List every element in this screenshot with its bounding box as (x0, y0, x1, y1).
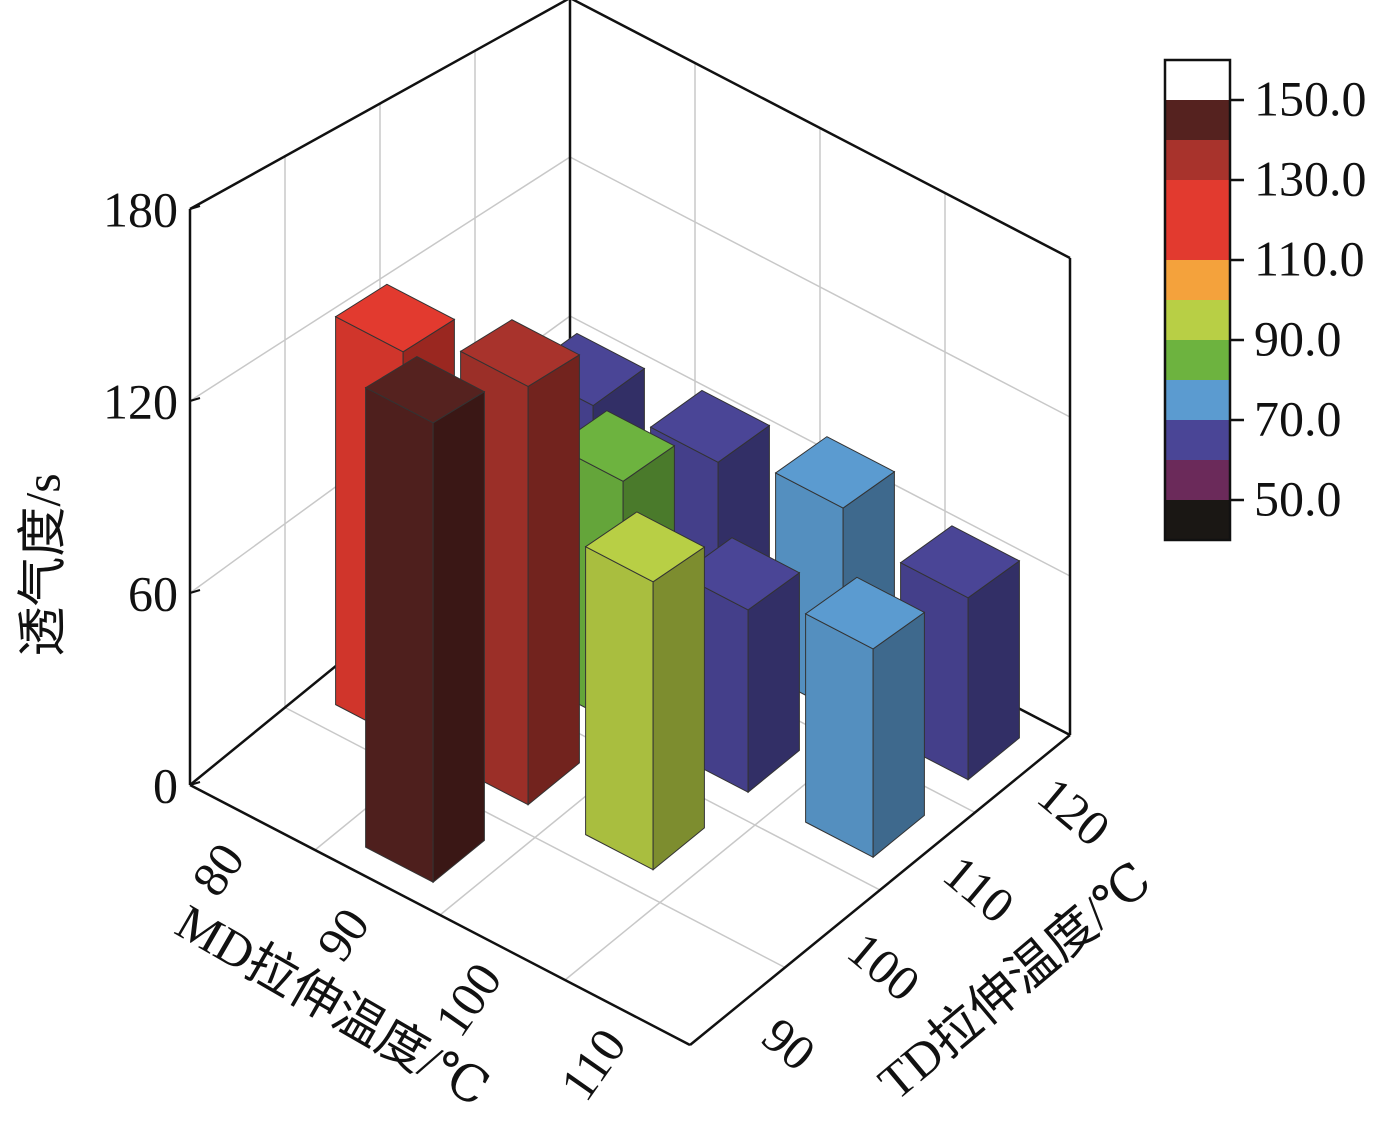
colorbar-tick-label: 50.0 (1254, 470, 1342, 526)
colorbar-segment (1165, 100, 1230, 140)
z-tick (189, 205, 201, 210)
colorbar-segment (1165, 380, 1230, 420)
colorbar-segment (1165, 420, 1230, 460)
bar-top-face (899, 525, 1021, 599)
bar-side-face (747, 571, 800, 794)
x-axis (189, 783, 691, 1047)
bar-side-face (652, 546, 705, 871)
z-tick-label: 0 (153, 757, 178, 813)
colorbar-tick-label: 150.0 (1254, 70, 1367, 126)
bar-top-face (804, 576, 926, 650)
colorbar-segment (1165, 460, 1230, 500)
x-tick-label: 110 (549, 1018, 637, 1110)
colorbar-segment (1165, 60, 1230, 100)
bar-side-face (872, 611, 925, 859)
z-tick-label: 120 (103, 373, 178, 429)
bar-side-face (432, 390, 485, 884)
colorbar-segment (1165, 300, 1230, 340)
bar-top-face (364, 356, 486, 424)
y-tick-label: 90 (752, 1006, 826, 1081)
bar-top-face (334, 283, 456, 353)
bar (804, 576, 926, 859)
bar-side-face (967, 559, 1020, 781)
frame-line (189, 0, 569, 211)
colorbar-tick-label: 70.0 (1254, 390, 1342, 446)
bars (334, 283, 1021, 884)
bar-top-face (679, 537, 801, 611)
x-tick-label: 90 (306, 898, 381, 971)
bar (364, 356, 486, 884)
colorbar-tick-label: 110.0 (1254, 230, 1365, 286)
y-tick-label: 110 (933, 844, 1025, 934)
z-tick-label: 60 (128, 565, 178, 621)
colorbar-tick-label: 130.0 (1254, 150, 1367, 206)
bar-top-face (649, 389, 771, 463)
bar-top-face (584, 511, 706, 583)
z-tick (189, 589, 201, 594)
frame-line (571, 0, 1071, 260)
colorbar-segment (1165, 140, 1230, 180)
colorbar-frame (1163, 58, 1232, 542)
bar (584, 511, 706, 871)
colorbar-segment (1165, 500, 1230, 540)
bar-front-face (585, 545, 654, 871)
z-tick (189, 397, 201, 402)
bar-top-face (774, 436, 896, 509)
x-tick-label: 80 (181, 833, 256, 906)
colorbar: 50.0 70.0 90.0 110.0 130.0 150.0 (1163, 58, 1367, 542)
y-axis (689, 734, 1071, 1046)
colorbar-tick-label: 90.0 (1254, 310, 1342, 366)
y-tick-label: 100 (837, 921, 930, 1012)
bar-side-face (527, 353, 580, 806)
colorbar-segment (1165, 180, 1230, 260)
y-tick-label: 120 (1027, 766, 1120, 857)
colorbar-segment (1165, 340, 1230, 380)
z-tick-label: 180 (103, 181, 178, 237)
z-axis-title: 透气度/s (14, 473, 70, 656)
colorbar-segment (1165, 260, 1230, 300)
bar-top-face (554, 410, 676, 482)
bar-front-face (805, 612, 874, 859)
z-tick (189, 781, 201, 786)
bar-front-face (365, 386, 434, 884)
bar-top-face (459, 319, 581, 388)
